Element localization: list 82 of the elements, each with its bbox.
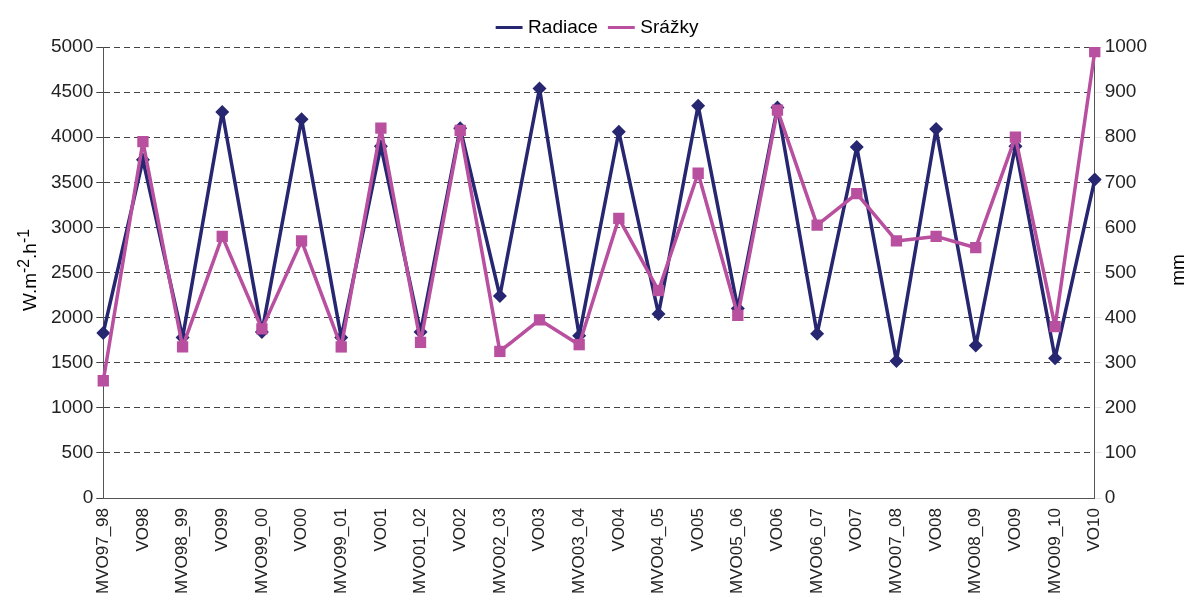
y-tick-label: 1000 bbox=[50, 396, 94, 418]
x-tick-label: MVO98_99 bbox=[172, 508, 192, 594]
x-tick-label: VO10 bbox=[1084, 508, 1104, 552]
y-tick-label: 3000 bbox=[50, 215, 94, 237]
point bbox=[1049, 320, 1061, 333]
y2-tick-label: 300 bbox=[1104, 350, 1137, 372]
point bbox=[890, 235, 903, 247]
x-tick-label: VO00 bbox=[291, 508, 311, 552]
point bbox=[692, 167, 704, 179]
point bbox=[970, 242, 982, 254]
y-tick-label: 1500 bbox=[50, 350, 94, 372]
y2-tick-label: 100 bbox=[1104, 441, 1137, 463]
point bbox=[573, 339, 585, 351]
x-tick-label: MVO99_00 bbox=[251, 508, 271, 594]
x-tick-label: MVO97_98 bbox=[92, 508, 112, 594]
point bbox=[1048, 351, 1063, 366]
y-tick-label: 2000 bbox=[50, 305, 94, 327]
y-tick-label: 0 bbox=[82, 486, 94, 508]
y2-tick-label: 700 bbox=[1104, 170, 1137, 192]
point bbox=[691, 98, 706, 113]
x-tick-label: MVO07_08 bbox=[886, 508, 906, 594]
x-tick-label: MVO06_07 bbox=[806, 508, 826, 594]
y2-tick-label: 600 bbox=[1104, 215, 1137, 237]
point bbox=[414, 336, 427, 349]
point bbox=[176, 341, 189, 353]
x-tick-label: VO99 bbox=[211, 508, 231, 552]
y2-tick-label: 0 bbox=[1104, 486, 1116, 508]
point bbox=[215, 104, 230, 119]
point bbox=[811, 219, 823, 231]
point bbox=[930, 230, 942, 243]
x-tick-label: MVO05_06 bbox=[727, 508, 747, 594]
point bbox=[335, 341, 347, 353]
point bbox=[732, 309, 744, 321]
y-tick-label: 3500 bbox=[50, 170, 94, 192]
point bbox=[613, 212, 625, 225]
point bbox=[256, 323, 268, 335]
point bbox=[96, 325, 111, 340]
point bbox=[295, 235, 308, 247]
point bbox=[1009, 131, 1022, 143]
point bbox=[375, 122, 387, 134]
x-tick-label: MVO02_03 bbox=[489, 508, 509, 594]
x-tick-label: VO01 bbox=[370, 508, 390, 552]
y2-tick-label: 900 bbox=[1104, 80, 1137, 102]
x-tick-label: VO03 bbox=[529, 508, 549, 552]
x-tick-label: MVO03_04 bbox=[568, 508, 588, 594]
point bbox=[494, 345, 506, 358]
y2-tick-label: 200 bbox=[1104, 396, 1137, 418]
x-tick-label: MVO01_02 bbox=[410, 508, 430, 594]
point bbox=[611, 124, 626, 139]
point bbox=[216, 230, 228, 243]
x-tick-label: VO07 bbox=[846, 508, 866, 552]
point bbox=[97, 375, 109, 387]
x-tick-label: MVO09_10 bbox=[1044, 508, 1064, 594]
y-tick-label: 4500 bbox=[50, 80, 94, 102]
point bbox=[652, 284, 665, 297]
y2-tick-label: 800 bbox=[1104, 125, 1137, 147]
x-tick-label: VO08 bbox=[925, 508, 945, 552]
legend-label: Srážky bbox=[640, 15, 699, 37]
x-tick-label: MVO99_01 bbox=[330, 508, 350, 594]
y-tick-label: 4000 bbox=[50, 125, 94, 147]
legend-label: Radiace bbox=[528, 15, 598, 37]
x-tick-label: VO09 bbox=[1005, 508, 1025, 552]
y-tick-label: 2500 bbox=[50, 260, 94, 282]
y2-axis-title: mm bbox=[1167, 254, 1189, 286]
point bbox=[771, 104, 784, 116]
x-tick-label: VO06 bbox=[767, 508, 787, 552]
y-tick-label: 5000 bbox=[50, 35, 94, 57]
x-tick-label: MVO04_05 bbox=[648, 508, 668, 594]
point bbox=[1087, 172, 1102, 187]
y2-tick-label: 500 bbox=[1104, 260, 1137, 282]
x-tick-label: VO04 bbox=[608, 508, 628, 552]
x-tick-label: VO05 bbox=[687, 508, 707, 552]
point bbox=[137, 136, 149, 148]
point bbox=[851, 187, 863, 200]
x-tick-label: MVO08_09 bbox=[965, 508, 985, 594]
y2-tick-label: 400 bbox=[1104, 305, 1137, 327]
point bbox=[1089, 47, 1101, 58]
x-tick-label: VO02 bbox=[449, 508, 469, 552]
y2-tick-label: 1000 bbox=[1104, 35, 1148, 57]
x-tick-label: VO98 bbox=[132, 508, 152, 552]
point bbox=[533, 314, 546, 326]
y-tick-label: 500 bbox=[61, 441, 94, 463]
